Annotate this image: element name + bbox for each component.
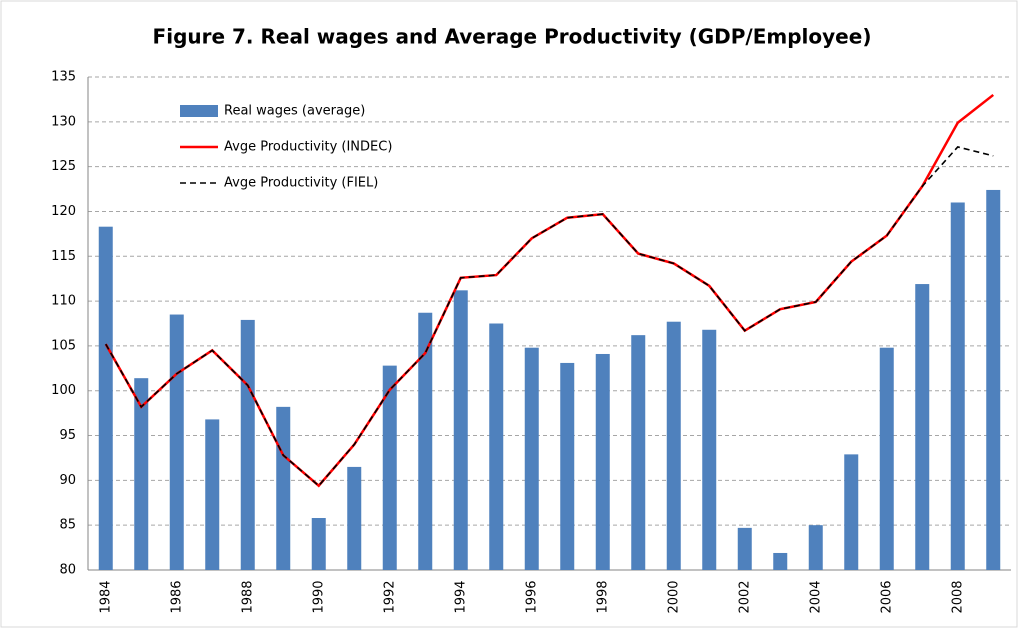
bar xyxy=(134,378,149,570)
x-tick-label: 1984 xyxy=(98,580,113,613)
bar xyxy=(205,419,220,570)
x-tick-label: 1988 xyxy=(240,580,255,613)
x-tick-label: 1998 xyxy=(595,580,610,613)
bar xyxy=(276,406,291,570)
y-tick-label: 80 xyxy=(59,563,76,578)
bar xyxy=(631,335,646,570)
bar xyxy=(169,314,184,570)
y-tick-label: 110 xyxy=(51,294,76,309)
bar xyxy=(879,347,894,570)
bar xyxy=(844,454,859,570)
y-tick-label: 90 xyxy=(59,473,76,488)
bar xyxy=(915,284,930,570)
bar xyxy=(240,319,255,570)
y-tick-label: 85 xyxy=(59,518,76,533)
bar xyxy=(702,329,717,570)
y-tick-label: 120 xyxy=(51,204,76,219)
bar xyxy=(666,321,681,570)
x-tick-label: 1996 xyxy=(524,580,539,613)
x-tick-label: 2008 xyxy=(950,580,965,613)
y-tick-label: 130 xyxy=(51,114,76,129)
x-tick-label: 1990 xyxy=(311,580,326,613)
y-tick-label: 105 xyxy=(51,338,76,353)
legend-swatch xyxy=(180,105,218,117)
bar xyxy=(98,226,113,570)
y-tick-label: 125 xyxy=(51,159,76,174)
bar xyxy=(524,347,539,570)
bar xyxy=(737,527,752,570)
bar xyxy=(382,365,397,570)
y-tick-label: 100 xyxy=(51,383,76,398)
bar xyxy=(418,312,433,570)
x-tick-label: 2002 xyxy=(737,580,752,613)
bar xyxy=(311,518,326,570)
x-tick-label: 2006 xyxy=(879,580,894,613)
legend-label: Avge Productivity (INDEC) xyxy=(224,140,392,155)
bar xyxy=(347,466,362,570)
y-tick-label: 135 xyxy=(51,70,76,85)
chart-title: Figure 7. Real wages and Average Product… xyxy=(153,25,872,49)
x-tick-label: 1992 xyxy=(382,580,397,613)
bar xyxy=(560,362,575,570)
line xyxy=(104,93,995,488)
legend-label: Real wages (average) xyxy=(224,104,365,119)
x-tick-label: 1994 xyxy=(453,580,468,613)
bar xyxy=(808,525,823,570)
legend-label: Avge Productivity (FIEL) xyxy=(224,176,378,191)
x-tick-label: 1986 xyxy=(169,580,184,613)
bar xyxy=(453,290,468,570)
bar xyxy=(950,202,965,570)
y-tick-label: 115 xyxy=(51,249,76,264)
x-tick-label: 2000 xyxy=(666,580,681,613)
bar xyxy=(489,323,504,570)
bar xyxy=(773,552,788,570)
bar xyxy=(595,353,610,570)
x-tick-label: 2004 xyxy=(808,580,823,613)
bar xyxy=(986,189,1001,570)
y-tick-label: 95 xyxy=(59,428,76,443)
